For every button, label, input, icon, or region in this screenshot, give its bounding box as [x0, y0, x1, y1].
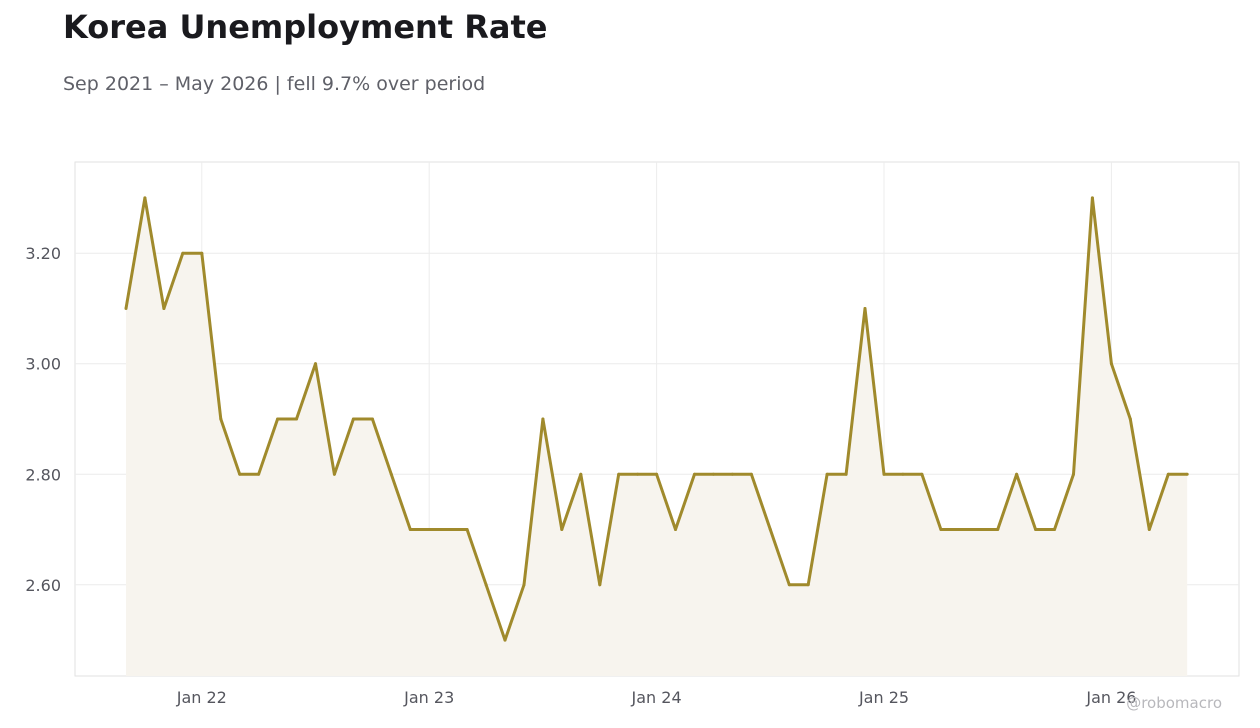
x-tick-label: Jan 25 — [858, 688, 909, 707]
data-point — [351, 417, 355, 421]
data-point — [1166, 472, 1170, 476]
data-point — [711, 472, 715, 476]
data-point — [768, 528, 772, 531]
data-point — [257, 472, 261, 476]
data-point — [1015, 472, 1019, 476]
chart-subtitle: Sep 2021 – May 2026 | fell 9.7% over per… — [63, 73, 486, 95]
y-tick-label: 3.20 — [25, 244, 61, 263]
data-point — [996, 528, 1000, 531]
data-point — [446, 528, 450, 531]
data-point — [465, 528, 469, 531]
data-point — [238, 472, 242, 476]
data-point — [162, 307, 166, 310]
data-point — [939, 528, 943, 531]
data-point — [617, 472, 621, 476]
data-point — [314, 362, 317, 366]
data-point — [749, 472, 753, 476]
y-tick-label: 3.00 — [25, 355, 61, 374]
data-point — [844, 472, 848, 476]
data-point — [541, 417, 545, 421]
data-point — [1053, 528, 1056, 531]
series-points — [124, 196, 1189, 642]
series-area-fill — [126, 197, 1188, 676]
x-axis-ticks: Jan 22 Jan 23 Jan 24 Jan 25 Jan 26 — [176, 688, 1137, 707]
data-point — [1034, 528, 1038, 531]
data-point — [920, 472, 924, 476]
x-tick-label: Jan 23 — [403, 688, 454, 707]
data-point — [143, 196, 147, 200]
data-point — [598, 583, 602, 587]
data-point — [693, 472, 696, 476]
data-point — [1109, 362, 1113, 366]
chart-title: Korea Unemployment Rate — [63, 8, 548, 46]
data-point — [181, 251, 185, 255]
y-axis-ticks: 2.60 2.80 3.00 3.20 — [25, 244, 61, 595]
data-point — [560, 528, 564, 531]
data-point — [825, 472, 829, 476]
data-point — [636, 472, 640, 476]
watermark: @robomacro — [1126, 694, 1222, 712]
data-point — [882, 472, 886, 476]
data-point — [1185, 472, 1189, 476]
data-point — [901, 472, 905, 476]
data-point — [863, 307, 867, 310]
data-point — [332, 472, 336, 476]
data-point — [124, 307, 128, 310]
data-point — [579, 472, 583, 476]
data-point — [1147, 528, 1151, 531]
data-point — [958, 528, 962, 531]
data-point — [370, 417, 374, 421]
x-tick-label: Jan 24 — [631, 688, 682, 707]
data-point — [276, 417, 280, 421]
x-tick-label: Jan 26 — [1085, 688, 1136, 707]
data-point — [295, 417, 298, 421]
data-point — [522, 583, 526, 587]
data-point — [787, 583, 791, 587]
data-point — [730, 472, 734, 476]
data-point — [977, 528, 981, 531]
data-point — [674, 528, 677, 531]
data-point — [484, 583, 488, 587]
data-point — [389, 472, 393, 476]
data-point — [427, 528, 431, 531]
data-point — [1128, 417, 1132, 421]
x-tick-label: Jan 22 — [176, 688, 227, 707]
data-point — [655, 472, 659, 476]
y-tick-label: 2.80 — [25, 465, 61, 484]
data-point — [503, 638, 507, 642]
data-point — [408, 528, 412, 531]
data-point — [200, 251, 204, 255]
data-point — [219, 417, 223, 421]
data-point — [1072, 472, 1075, 476]
y-tick-label: 2.60 — [25, 576, 61, 595]
data-point — [1090, 196, 1094, 200]
data-point — [806, 583, 810, 587]
